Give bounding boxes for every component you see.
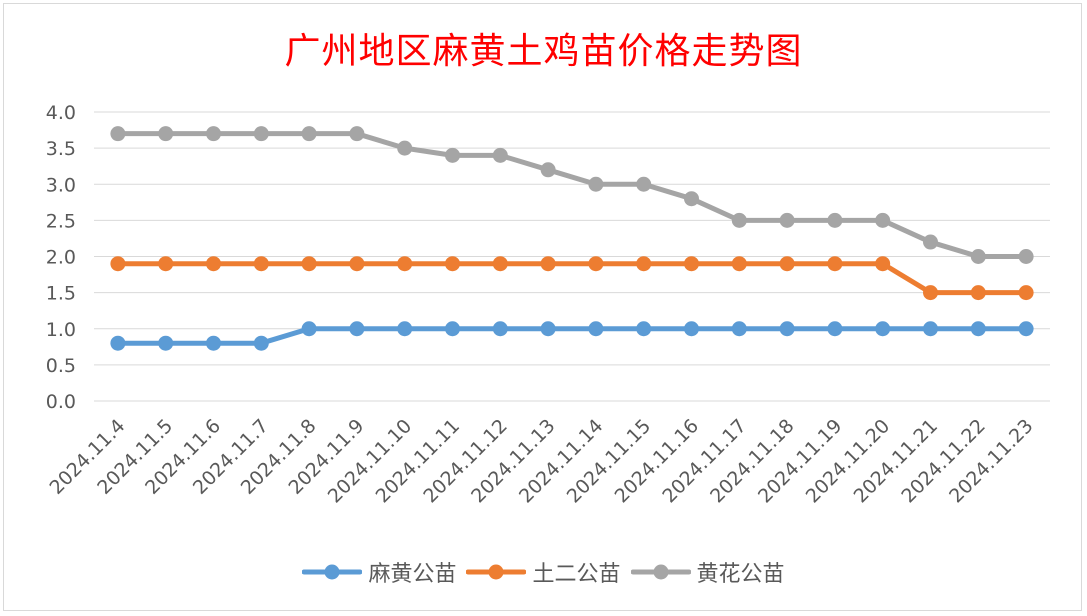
series-3: [110, 126, 1034, 264]
data-point: [540, 256, 556, 272]
data-point: [206, 335, 221, 351]
data-point: [253, 256, 269, 272]
data-point: [110, 126, 126, 142]
series-line: [115, 326, 1029, 346]
data-point: [206, 256, 221, 272]
data-point: [588, 321, 604, 337]
data-point: [875, 256, 891, 272]
data-point: [397, 321, 413, 337]
y-tick-label: 1.0: [46, 319, 76, 341]
data-point: [684, 321, 699, 337]
data-point: [445, 321, 460, 337]
y-tick-label: 3.0: [46, 174, 76, 196]
chart-area: [3, 3, 1082, 611]
data-point: [875, 321, 891, 337]
legend-label: 麻黄公苗: [368, 562, 457, 587]
y-tick-label: 0.5: [46, 355, 76, 377]
data-point: [349, 321, 365, 337]
chart-title: 广州地区麻黄土鸡苗价格走势图: [284, 31, 803, 72]
data-point: [397, 140, 413, 156]
data-point: [110, 256, 126, 272]
data-point: [206, 126, 221, 142]
legend-label: 土二公苗: [532, 562, 621, 587]
data-point: [253, 335, 269, 351]
legend-label: 黄花公苗: [696, 562, 785, 587]
series-2: [110, 256, 1034, 301]
data-point: [1018, 321, 1034, 337]
series-line: [115, 131, 1029, 259]
y-tick-label: 2.0: [46, 247, 76, 269]
legend-entry: 麻黄公苗: [302, 556, 456, 588]
data-point: [731, 256, 747, 272]
data-point: [923, 285, 938, 301]
y-tick-label: 4.0: [46, 102, 76, 124]
data-point: [445, 256, 460, 272]
legend-marker: [630, 564, 691, 580]
data-point: [970, 321, 986, 337]
data-point: [731, 321, 747, 337]
data-point: [349, 256, 365, 272]
data-point: [875, 212, 891, 228]
data-point: [923, 234, 938, 250]
data-point: [827, 212, 843, 228]
data-point: [253, 126, 269, 142]
data-point: [684, 191, 699, 207]
data-point: [970, 285, 986, 301]
data-point: [158, 126, 174, 142]
data-point: [588, 256, 604, 272]
data-point: [779, 256, 795, 272]
data-point: [349, 126, 365, 142]
legend-entry: 黄花公苗: [630, 556, 785, 588]
y-tick-label: 0.0: [46, 391, 76, 413]
data-point: [540, 162, 556, 178]
data-point: [588, 176, 604, 192]
data-point: [301, 321, 317, 337]
data-point: [158, 335, 174, 351]
data-point: [540, 321, 556, 337]
data-point: [1018, 249, 1034, 264]
data-point: [636, 256, 652, 272]
data-point: [636, 176, 652, 192]
data-point: [827, 256, 843, 272]
legend-marker: [302, 564, 363, 580]
data-point: [731, 212, 747, 228]
data-point: [492, 321, 508, 337]
data-point: [636, 321, 652, 337]
data-point: [445, 147, 460, 163]
data-point: [301, 126, 317, 142]
data-point: [827, 321, 843, 337]
data-point: [110, 335, 126, 351]
data-point: [492, 147, 508, 163]
legend-marker: [466, 564, 527, 580]
data-point: [301, 256, 317, 272]
y-tick-label: 3.5: [46, 138, 76, 160]
y-tick-label: 2.5: [46, 210, 76, 232]
y-tick-label: 1.5: [46, 283, 76, 305]
series-1: [110, 321, 1034, 351]
legend: 麻黄公苗 土二公苗 黄花公苗: [0, 556, 1087, 588]
data-point: [923, 321, 938, 337]
data-point: [779, 321, 795, 337]
data-point: [492, 256, 508, 272]
data-point: [158, 256, 174, 272]
series-line: [115, 261, 1029, 296]
data-point: [970, 249, 986, 264]
data-point: [1018, 285, 1034, 301]
data-point: [779, 212, 795, 228]
data-point: [397, 256, 413, 272]
data-point: [684, 256, 699, 272]
legend-entry: 土二公苗: [466, 556, 621, 588]
